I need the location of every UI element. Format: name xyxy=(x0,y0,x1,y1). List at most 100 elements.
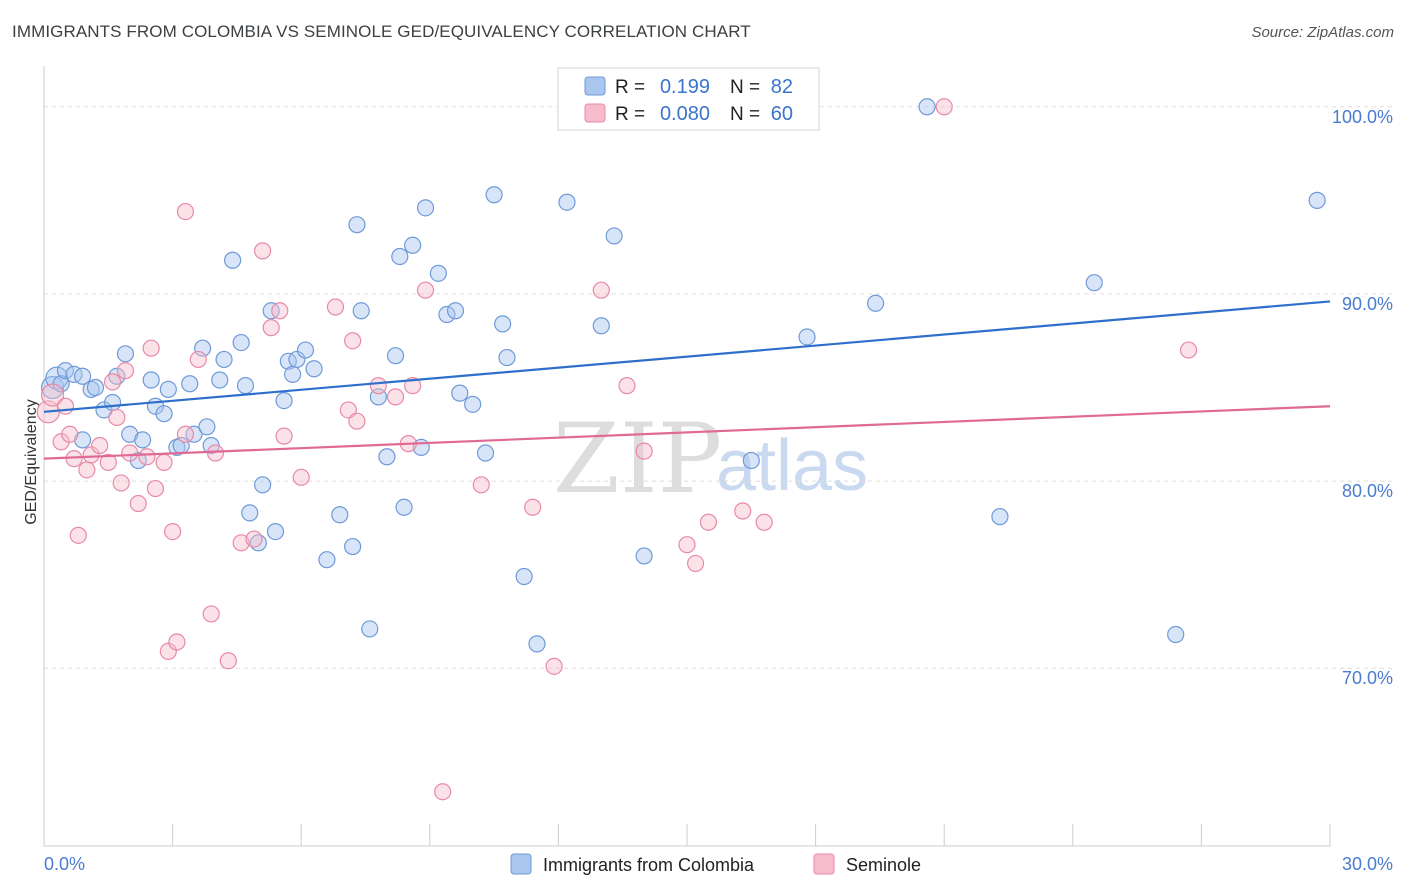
chart-title: IMMIGRANTS FROM COLOMBIA VS SEMINOLE GED… xyxy=(12,22,751,41)
series-legend-label-colombia: Immigrants from Colombia xyxy=(543,855,755,875)
point-colombia xyxy=(211,371,229,389)
point-colombia xyxy=(918,98,936,116)
point-colombia xyxy=(404,236,422,254)
legend-r-value-seminole: 0.080 xyxy=(660,103,710,125)
series-colombia-points xyxy=(40,98,1326,653)
point-colombia xyxy=(464,395,482,413)
point-colombia xyxy=(241,504,259,522)
legend-r-label-colombia: R = xyxy=(615,77,645,98)
legend-n-label-seminole: N = xyxy=(730,104,760,125)
point-seminole xyxy=(232,534,250,552)
point-colombia xyxy=(446,302,465,320)
point-seminole xyxy=(121,444,139,462)
point-colombia xyxy=(275,392,293,410)
point-colombia xyxy=(305,360,323,378)
point-seminole xyxy=(103,373,122,391)
point-seminole xyxy=(159,642,177,660)
point-colombia xyxy=(331,506,349,524)
point-colombia xyxy=(155,405,173,423)
legend-r-label-seminole: R = xyxy=(615,104,645,125)
gridlines xyxy=(44,106,1392,669)
stats-legend: R = 0.199 N = 82 R = 0.080 N = 60 xyxy=(557,67,820,131)
point-colombia xyxy=(266,522,285,541)
point-seminole xyxy=(935,98,953,116)
point-colombia xyxy=(429,264,447,282)
watermark-zip: ZIP xyxy=(553,403,722,515)
point-seminole xyxy=(348,412,366,430)
legend-n-value-seminole: 60 xyxy=(771,103,793,125)
point-colombia xyxy=(991,508,1009,526)
point-seminole xyxy=(262,319,280,337)
point-seminole xyxy=(245,530,263,548)
y-tick-labels: 70.0% 80.0% 90.0% 100.0% xyxy=(1332,107,1393,688)
point-seminole xyxy=(189,350,207,369)
point-colombia xyxy=(73,367,92,385)
y-tick-label: 80.0% xyxy=(1342,481,1393,501)
watermark: ZIP atlas xyxy=(553,403,868,515)
watermark-atlas: atlas xyxy=(716,426,868,506)
point-seminole xyxy=(416,281,435,299)
x-tick-labels: 0.0% 30.0% xyxy=(44,854,1393,874)
legend-n-value-colombia: 82 xyxy=(771,76,793,98)
legend-n-label-colombia: N = xyxy=(730,77,760,98)
point-seminole xyxy=(1179,341,1198,359)
point-colombia xyxy=(798,328,816,346)
legend-r-value-colombia: 0.199 xyxy=(660,76,710,98)
axes xyxy=(43,66,1331,847)
point-seminole xyxy=(404,377,422,395)
point-colombia xyxy=(1085,274,1103,292)
point-colombia xyxy=(494,315,512,333)
point-colombia xyxy=(181,375,199,393)
point-seminole xyxy=(275,427,293,445)
point-colombia xyxy=(194,339,212,357)
point-seminole xyxy=(292,468,310,486)
point-colombia xyxy=(1167,625,1185,644)
point-colombia xyxy=(485,186,503,204)
point-colombia xyxy=(159,380,177,398)
point-seminole xyxy=(168,633,186,651)
point-seminole xyxy=(271,302,289,320)
point-colombia xyxy=(352,302,370,320)
point-seminole xyxy=(219,652,237,670)
point-colombia xyxy=(103,393,122,412)
x-tick-label-max: 30.0% xyxy=(1342,854,1393,874)
point-seminole xyxy=(434,783,452,801)
point-colombia xyxy=(528,635,546,653)
point-seminole xyxy=(592,281,610,299)
point-colombia xyxy=(344,537,362,556)
series-seminole-points xyxy=(36,98,1198,801)
point-colombia xyxy=(288,350,306,369)
legend-swatch-colombia xyxy=(584,76,606,96)
point-colombia xyxy=(1308,191,1326,209)
point-seminole xyxy=(326,298,345,316)
point-seminole xyxy=(99,453,117,471)
point-seminole xyxy=(369,377,387,395)
point-seminole xyxy=(386,388,405,406)
point-seminole xyxy=(129,494,147,513)
point-colombia xyxy=(635,547,653,565)
x-tick-label-min: 0.0% xyxy=(44,854,85,874)
point-seminole xyxy=(678,536,696,554)
point-colombia xyxy=(605,227,623,245)
point-seminole xyxy=(176,425,195,443)
point-seminole xyxy=(78,461,96,479)
point-colombia xyxy=(296,341,315,359)
point-seminole xyxy=(618,377,636,395)
point-colombia xyxy=(515,567,533,586)
series-legend: Immigrants from Colombia Seminole xyxy=(510,853,921,875)
point-seminole xyxy=(699,513,718,531)
point-seminole xyxy=(164,522,182,541)
point-colombia xyxy=(558,193,576,211)
point-colombia xyxy=(142,371,160,389)
point-colombia xyxy=(224,251,242,269)
chart-source: Source: ZipAtlas.com xyxy=(1251,24,1394,41)
point-seminole xyxy=(146,479,165,498)
point-seminole xyxy=(138,448,156,466)
point-colombia xyxy=(395,498,413,516)
point-seminole xyxy=(206,444,225,462)
point-seminole xyxy=(635,442,653,460)
point-seminole xyxy=(116,362,135,380)
point-seminole xyxy=(472,476,490,494)
point-colombia xyxy=(498,348,516,367)
